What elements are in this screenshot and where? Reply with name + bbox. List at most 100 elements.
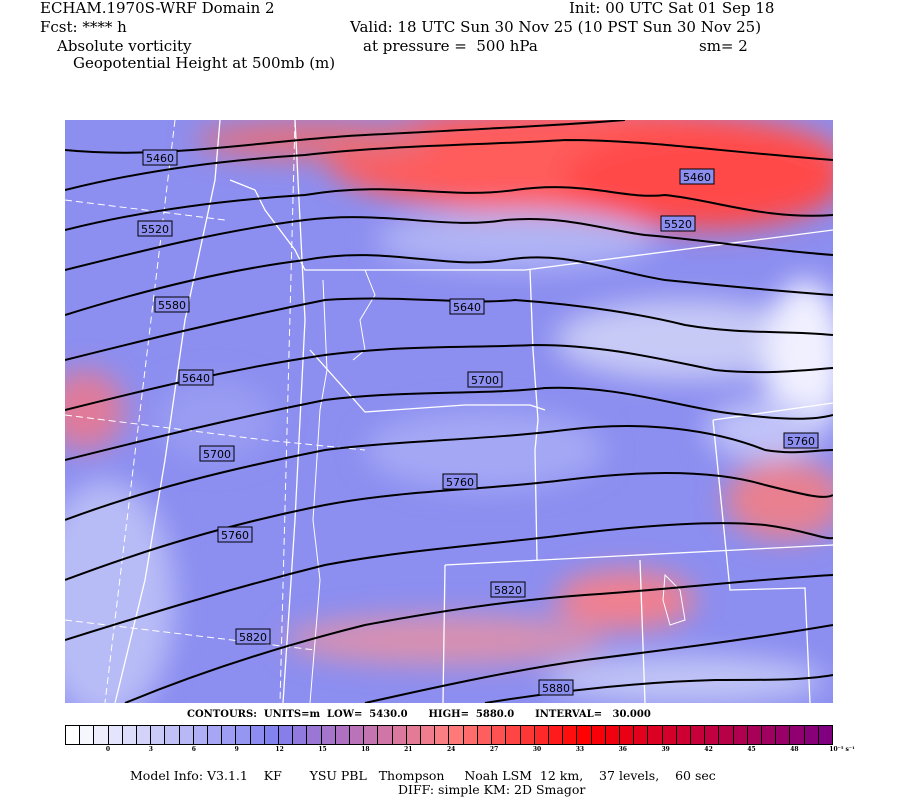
colorbar-tick-label: 3 [148,746,153,753]
contour-label: 5760 [787,435,815,448]
contour-label-box [538,679,574,696]
colorbar-swatch [506,726,521,744]
colorbar-swatch [350,726,365,744]
contour-label-box [467,371,503,388]
colorbar-swatch [279,726,294,744]
colorbar-swatch [80,726,95,744]
colorbar-swatch [137,726,152,744]
colorbar-tick-label: 0 [105,746,111,753]
contour-label: 5820 [239,631,267,644]
contour-label: 5700 [203,448,231,461]
vorticity-map: 5460 5520 5580 5640 5700 5760 5820 5460 5520 5640… [65,120,833,703]
colorbar-tick-label: 18 [361,746,370,753]
colorbar-swatch [634,726,649,744]
forecast-hour: Fcst: **** h [40,18,127,36]
colorbar-swatch [449,726,464,744]
contour-label: 5640 [453,301,481,314]
contour-label: 5580 [158,299,186,312]
colorbar-swatch [66,726,81,744]
colorbar-swatch [364,726,379,744]
diffusion-info: DIFF: simple KM: 2D Smagor [398,782,586,797]
colorbar-tick-label: 24 [447,746,456,753]
contour-label-box [235,628,271,645]
colorbar-swatch [421,726,436,744]
colorbar-swatch [563,726,578,744]
colorbar-tick-label: 30 [532,746,542,753]
colorbar-tick-label: 27 [489,746,499,753]
contour-label-box [199,445,235,462]
colorbar-swatch [534,726,549,744]
colorbar-swatch [790,726,805,744]
colorbar-tick-label: 15 [318,746,327,753]
contour-label: 5520 [141,223,169,236]
colorbar-swatch [548,726,564,744]
colorbar-swatch [179,726,194,744]
colorbar-units: 10⁻⁵ s⁻¹ [829,746,855,753]
colorbar-swatch [477,726,493,744]
model-info: Model Info: V3.1.1 KF YSU PBL Thompson N… [130,768,716,783]
colorbar-swatch [776,726,791,744]
contour-info: CONTOURS: UNITS=m LOW= 5430.0 HIGH= 5880… [187,709,651,720]
contour-label-box [217,526,253,543]
colorbar-swatch [747,726,762,744]
contour-label: 5880 [542,682,570,695]
colorbar-swatch [733,726,748,744]
contour-label-box [660,215,696,232]
colorbar-swatch [335,726,351,744]
colorbar-swatch [719,726,734,744]
colorbar-swatch [520,726,535,744]
colorbar-tick-label: 45 [747,746,756,753]
colorbar-tick-label: 21 [404,746,413,753]
colorbar-tick-label: 39 [661,746,670,753]
colorbar-swatch [463,726,478,744]
colorbar-swatch [151,726,166,744]
colorbar-tick-label: 48 [790,746,799,753]
contour-label-box [178,369,214,386]
colorbar-tick-label: 36 [618,746,627,753]
contour-label: 5460 [683,171,711,184]
lat-lon-grid [65,120,366,703]
colorbar-swatch [165,726,180,744]
pressure-level: at pressure = 500 hPa [363,37,538,55]
colorbar-swatch [94,726,109,744]
colorbar-swatch [648,726,663,744]
colorbar-swatch [307,726,322,744]
init-time: Init: 00 UTC Sat 01 Sep 18 [569,0,775,17]
contour-label: 5820 [494,584,522,597]
model-title: ECHAM.1970S-WRF Domain 2 [40,0,275,17]
contour-field-name: Geopotential Height at 500mb (m) [73,54,336,72]
colorbar-swatch [818,726,832,744]
colorbar-swatch [392,726,407,744]
contour-label: 5460 [146,152,174,165]
colorbar-swatch [222,726,237,744]
colorbar-swatch [761,726,777,744]
contour-label: 5640 [182,372,210,385]
contour-label: 5520 [664,218,692,231]
colorbar-swatch [676,726,691,744]
colorbar-swatch [577,726,592,744]
valid-time: Valid: 18 UTC Sun 30 Nov 25 (10 PST Sun … [350,18,762,36]
contour-label-box [154,296,190,313]
colorbar-swatch [250,726,265,744]
contour-label: 5760 [446,476,474,489]
colorbar-swatch [690,726,706,744]
contour-label-box [137,220,173,237]
colorbar-swatch [321,726,336,744]
colorbar-swatch [193,726,209,744]
contour-label-box [679,168,715,185]
contour-label-box [142,149,178,166]
colorbar-tick-label: 12 [275,746,284,753]
colorbar-swatch [236,726,251,744]
field-name: Absolute vorticity [57,37,192,55]
colorbar-swatch [662,726,677,744]
colorbar-swatch [804,726,819,744]
colorbar-swatch [435,726,450,744]
colorbar-swatch [293,726,308,744]
colorbar-tick-label: 42 [704,746,713,753]
colorbar-tick-label: 6 [191,746,196,753]
colorbar-swatch [208,726,223,744]
colorbar-swatch [705,726,720,744]
colorbar-tick-label: 9 [234,746,239,753]
colorbar-swatch [619,726,635,744]
